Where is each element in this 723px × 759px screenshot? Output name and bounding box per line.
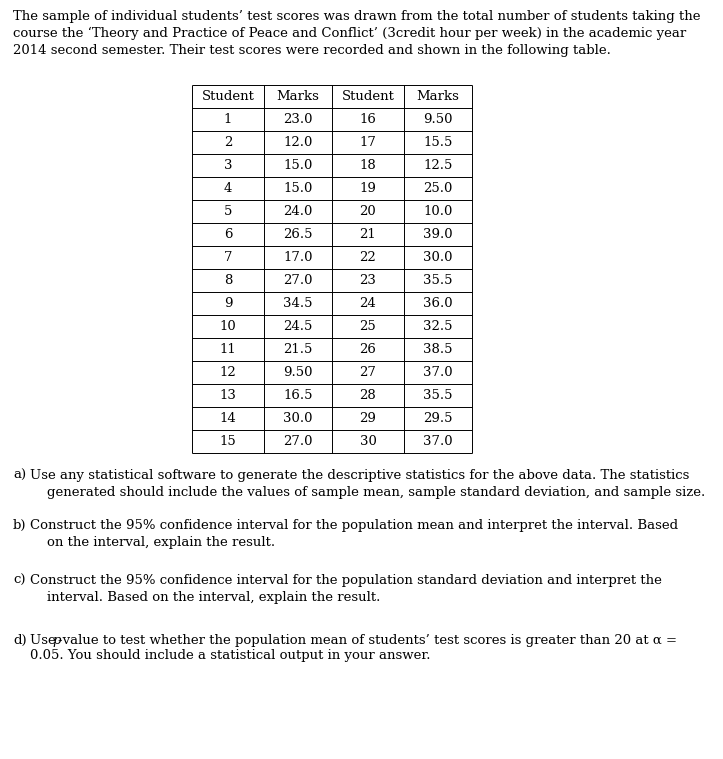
Text: p: p [52,634,61,647]
Text: 11: 11 [220,343,236,356]
Text: 16: 16 [359,113,377,126]
Text: 26: 26 [359,343,377,356]
Text: 34.5: 34.5 [283,297,313,310]
Text: 16.5: 16.5 [283,389,313,402]
Text: 4: 4 [224,182,232,195]
Text: 7: 7 [223,251,232,264]
Text: 6: 6 [223,228,232,241]
Text: 0.05. You should include a statistical output in your answer.: 0.05. You should include a statistical o… [30,649,430,662]
Text: c): c) [13,574,25,587]
Text: 24.0: 24.0 [283,205,312,218]
Text: 19: 19 [359,182,377,195]
Text: 15: 15 [220,435,236,448]
Text: 5: 5 [224,205,232,218]
Text: 27.0: 27.0 [283,435,313,448]
Text: 15.5: 15.5 [423,136,453,149]
Text: 36.0: 36.0 [423,297,453,310]
Text: 23: 23 [359,274,377,287]
Text: 12.0: 12.0 [283,136,312,149]
Text: Use any statistical software to generate the descriptive statistics for the abov: Use any statistical software to generate… [30,469,705,499]
Text: 29.5: 29.5 [423,412,453,425]
Text: 3: 3 [223,159,232,172]
Text: 2: 2 [224,136,232,149]
Text: 20: 20 [359,205,377,218]
Text: Student: Student [341,90,395,103]
Text: 29: 29 [359,412,377,425]
Text: 32.5: 32.5 [423,320,453,333]
Text: The sample of individual students’ test scores was drawn from the total number o: The sample of individual students’ test … [13,10,701,58]
Text: 9.50: 9.50 [423,113,453,126]
Text: 25: 25 [359,320,377,333]
Text: 18: 18 [359,159,377,172]
Text: 15.0: 15.0 [283,182,312,195]
Text: 25.0: 25.0 [423,182,453,195]
Text: 35.5: 35.5 [423,274,453,287]
Text: 38.5: 38.5 [423,343,453,356]
Text: 30: 30 [359,435,377,448]
Text: Marks: Marks [416,90,459,103]
Text: 27: 27 [359,366,377,379]
Text: 15.0: 15.0 [283,159,312,172]
Text: Construct the 95% confidence interval for the population mean and interpret the : Construct the 95% confidence interval fo… [30,519,678,549]
Text: 37.0: 37.0 [423,366,453,379]
Text: 37.0: 37.0 [423,435,453,448]
Text: 26.5: 26.5 [283,228,313,241]
Text: Use: Use [30,634,60,647]
Text: 35.5: 35.5 [423,389,453,402]
Text: 17: 17 [359,136,377,149]
Text: Construct the 95% confidence interval for the population standard deviation and : Construct the 95% confidence interval fo… [30,574,662,604]
Text: 1: 1 [224,113,232,126]
Text: 10: 10 [220,320,236,333]
Text: 21: 21 [359,228,377,241]
Text: 30.0: 30.0 [423,251,453,264]
Text: 24: 24 [359,297,377,310]
Text: 8: 8 [224,274,232,287]
Text: 23.0: 23.0 [283,113,313,126]
Text: a): a) [13,469,26,482]
Text: Marks: Marks [277,90,320,103]
Text: 10.0: 10.0 [423,205,453,218]
Text: 12.5: 12.5 [423,159,453,172]
Text: Student: Student [202,90,254,103]
Text: 39.0: 39.0 [423,228,453,241]
Text: 24.5: 24.5 [283,320,312,333]
Text: 9: 9 [223,297,232,310]
Text: 22: 22 [359,251,377,264]
Text: 14: 14 [220,412,236,425]
Text: 27.0: 27.0 [283,274,313,287]
Text: 17.0: 17.0 [283,251,313,264]
Text: 30.0: 30.0 [283,412,313,425]
Text: d): d) [13,634,27,647]
Text: 13: 13 [220,389,236,402]
Text: 21.5: 21.5 [283,343,312,356]
Text: 9.50: 9.50 [283,366,313,379]
Text: -value to test whether the population mean of students’ test scores is greater t: -value to test whether the population me… [58,634,677,647]
Text: b): b) [13,519,27,532]
Text: 12: 12 [220,366,236,379]
Text: 28: 28 [359,389,377,402]
